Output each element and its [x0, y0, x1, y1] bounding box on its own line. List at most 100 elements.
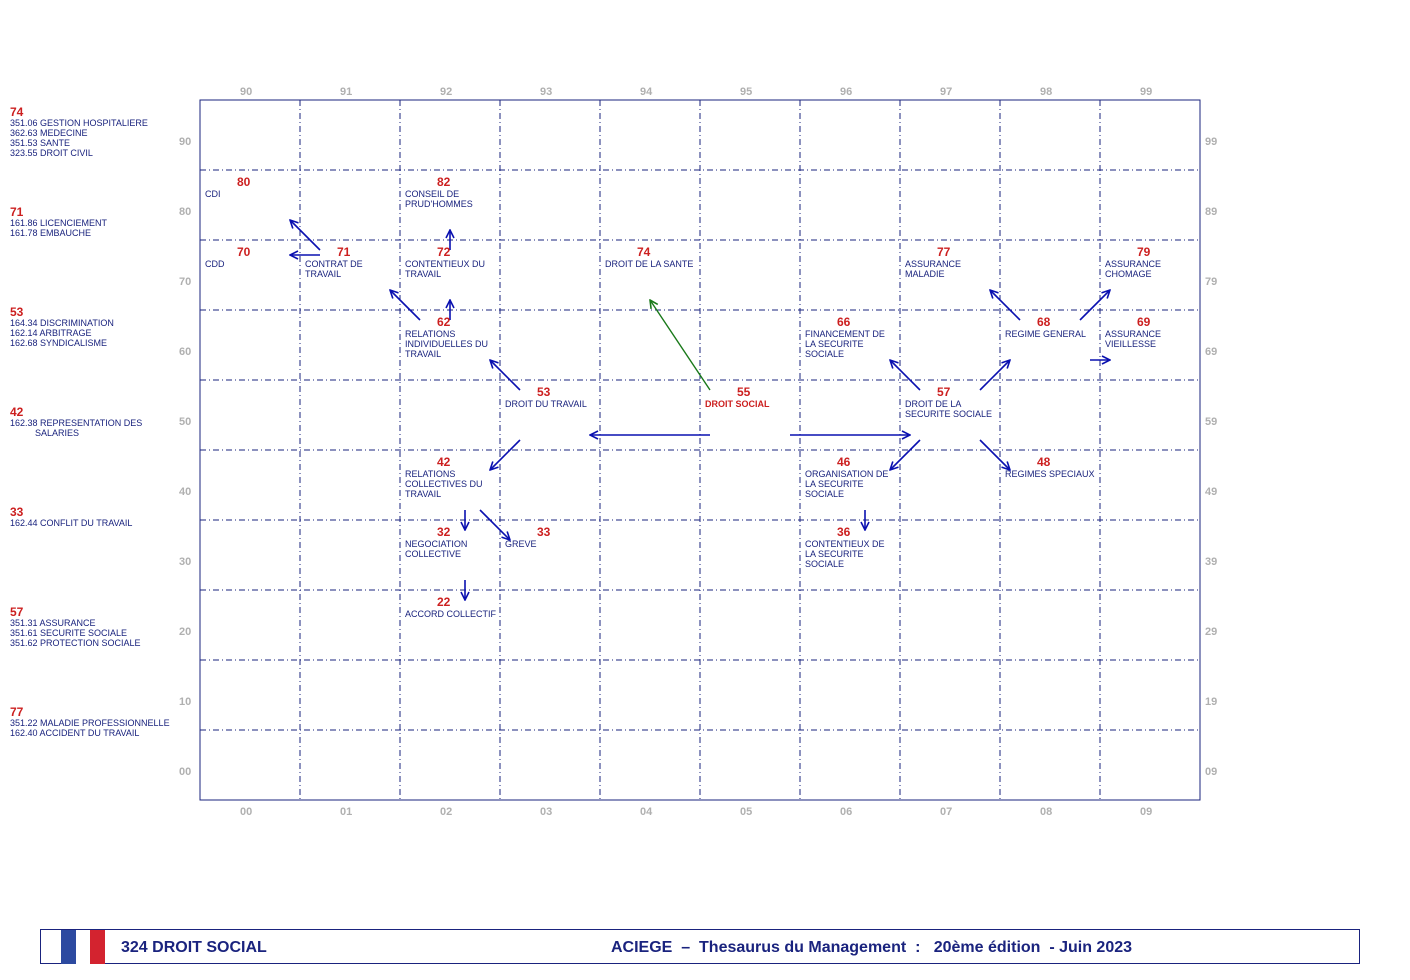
axis-left-label: 90 [179, 136, 192, 148]
side-legend-entry: 162.14 ARBITRAGE [10, 328, 92, 338]
concept-label: ORGANISATION DE LA SECURITE SOCIALE [805, 469, 889, 499]
axis-top-label: 91 [340, 86, 353, 98]
concept-number: 68 [1037, 315, 1051, 329]
concept-node-contentieux-travail[interactable]: 72 CONTENTIEUX DU TRAVAIL [405, 245, 497, 280]
axis-top-label: 99 [1140, 86, 1153, 98]
concept-node-regime-general[interactable]: 68 REGIME GENERAL [1005, 315, 1097, 340]
concept-label: RELATIONS COLLECTIVES DU TRAVAIL [405, 469, 483, 499]
concept-node-cdd[interactable]: 70 CDD [205, 245, 297, 270]
concept-number: 48 [1037, 455, 1051, 469]
concept-node-droit-secu[interactable]: 57 DROIT DE LA SECURITE SOCIALE [905, 385, 997, 420]
side-legend-number: 57 [10, 605, 24, 619]
related-arrow [650, 300, 711, 391]
concept-number: 72 [437, 245, 451, 259]
axis-bottom-label: 06 [840, 806, 853, 818]
relation-arrow [490, 439, 521, 470]
side-legend-entry: 162.68 SYNDICALISME [10, 338, 108, 348]
concept-number: 80 [237, 175, 251, 189]
concept-node-greve[interactable]: 33 GREVE [505, 526, 597, 550]
relation-arrow [979, 439, 1010, 470]
relation-arrow [990, 290, 1021, 321]
side-legend-entry: 351.62 PROTECTION SOCIALE [10, 638, 141, 648]
side-legend-entry: 351.53 SANTE [10, 138, 71, 148]
concept-node-contrat-travail[interactable]: 71 CONTRAT DE TRAVAIL [305, 246, 397, 280]
concept-label: NEGOCIATION COLLECTIVE [405, 539, 468, 559]
footer-section-title: 324 DROIT SOCIAL [121, 939, 267, 956]
side-legend-group: 33 162.44 CONFLIT DU TRAVAIL [10, 506, 132, 528]
axis-left-label: 00 [179, 766, 192, 778]
concept-node-droit-travail[interactable]: 53 DROIT DU TRAVAIL [505, 385, 597, 410]
concept-number: 69 [1137, 315, 1151, 329]
side-legend-entry: 351.61 SECURITE SOCIALE [10, 628, 128, 638]
axis-bottom-label: 09 [1140, 806, 1153, 818]
axis-bottom-label: 00 [240, 806, 253, 818]
concept-number: 53 [537, 385, 551, 399]
relation-arrow [290, 220, 321, 251]
concept-label: REGIME GENERAL [1005, 329, 1087, 339]
side-legend-entry: 323.55 DROIT CIVIL [10, 148, 93, 158]
axis-right-label: 59 [1205, 416, 1218, 428]
concept-number: 36 [837, 525, 851, 539]
axis-right-label: 49 [1205, 486, 1218, 498]
concept-node-conseil-prudhommes[interactable]: 82 CONSEIL DE PRUD'HOMMES [405, 175, 497, 210]
concept-node-relations-individuelles[interactable]: 62 RELATIONS INDIVIDUELLES DU TRAVAIL [405, 315, 497, 360]
concept-node-accord-collectif[interactable]: 22 ACCORD COLLECTIF [405, 596, 497, 620]
axis-right-label: 29 [1205, 626, 1218, 638]
concept-label: FINANCEMENT DE LA SECURITE SOCIALE [805, 329, 885, 359]
side-legend-group: 57 351.31 ASSURANCE 351.61 SECURITE SOCIAL… [10, 606, 141, 648]
concept-node-assurance-chomage[interactable]: 79 ASSURANCE CHOMAGE [1105, 246, 1197, 280]
concept-label: REGIMES SPECIAUX [1005, 469, 1095, 479]
concept-number: 66 [837, 315, 851, 329]
concept-number: 32 [437, 525, 451, 539]
axis-bottom-label: 07 [940, 806, 953, 818]
axis-right-label: 39 [1205, 556, 1218, 568]
side-legend-entry: 161.78 EMBAUCHE [10, 228, 92, 238]
concept-number: 74 [637, 245, 651, 259]
concept-label: CONTRAT DE TRAVAIL [305, 259, 363, 279]
axis-bottom-label: 01 [340, 806, 353, 818]
side-legend-number: 53 [10, 305, 24, 319]
relation-arrow [390, 290, 421, 321]
concept-node-negociation-collective[interactable]: 32 NEGOCIATION COLLECTIVE [405, 525, 497, 560]
concept-number: 57 [937, 385, 951, 399]
footer-bar: 324 DROIT SOCIAL ACIEGE – Thesaurus du M… [40, 929, 1360, 964]
concept-number: 62 [437, 315, 451, 329]
flag-blue-stripe [61, 930, 76, 964]
axis-top-label: 97 [940, 86, 953, 98]
concept-label: CONTENTIEUX DU TRAVAIL [405, 259, 486, 279]
axis-right-label: 09 [1205, 766, 1218, 778]
concept-node-cdi[interactable]: 80 CDI [205, 175, 297, 200]
concept-node-droit-social[interactable]: 55 DROIT SOCIAL [705, 386, 797, 410]
side-legend-entry: 162.38 REPRESENTATION DES [10, 418, 143, 428]
concept-node-regimes-speciaux[interactable]: 48 REGIMES SPECIAUX [1005, 455, 1097, 480]
axis-right-label: 19 [1205, 696, 1218, 708]
relation-arrow [979, 360, 1010, 391]
concept-number: 82 [437, 175, 451, 189]
side-legend-entry: 351.31 ASSURANCE [10, 618, 96, 628]
axis-left-label: 70 [179, 276, 192, 288]
axis-right-label: 69 [1205, 346, 1218, 358]
concept-node-contentieux-secu[interactable]: 36 CONTENTIEUX DE LA SECURITE SOCIALE [805, 525, 897, 570]
axis-left-label: 10 [179, 696, 192, 708]
axis-top-label: 93 [540, 86, 553, 98]
concept-node-organisation-secu[interactable]: 46 ORGANISATION DE LA SECURITE SOCIALE [805, 456, 897, 500]
concept-node-relations-collectives[interactable]: 42 RELATIONS COLLECTIVES DU TRAVAIL [405, 455, 497, 500]
concept-label: DROIT DE LA SECURITE SOCIALE [905, 399, 993, 419]
side-legend-entry: SALARIES [10, 428, 80, 438]
concept-number: 42 [437, 455, 451, 469]
concept-number: 77 [937, 245, 951, 259]
axis-top-label: 92 [440, 86, 453, 98]
axis-left-label: 20 [179, 626, 192, 638]
concept-node-assurance-vieillesse[interactable]: 69 ASSURANCE VIEILLESSE [1105, 315, 1197, 350]
concept-label: ACCORD COLLECTIF [405, 609, 497, 619]
axis-left-label: 60 [179, 346, 192, 358]
concept-node-droit-sante[interactable]: 74 DROIT DE LA SANTE [605, 245, 697, 270]
concept-number: 70 [237, 245, 251, 259]
footer-publication: ACIEGE – Thesaurus du Management : 20ème… [611, 939, 1133, 956]
concept-node-financement-secu[interactable]: 66 FINANCEMENT DE LA SECURITE SOCIALE [805, 315, 897, 360]
concept-node-assurance-maladie[interactable]: 77 ASSURANCE MALADIE [905, 245, 997, 280]
axis-top-label: 95 [740, 86, 753, 98]
concept-label: ASSURANCE CHOMAGE [1105, 259, 1162, 279]
axis-top-label: 90 [240, 86, 253, 98]
